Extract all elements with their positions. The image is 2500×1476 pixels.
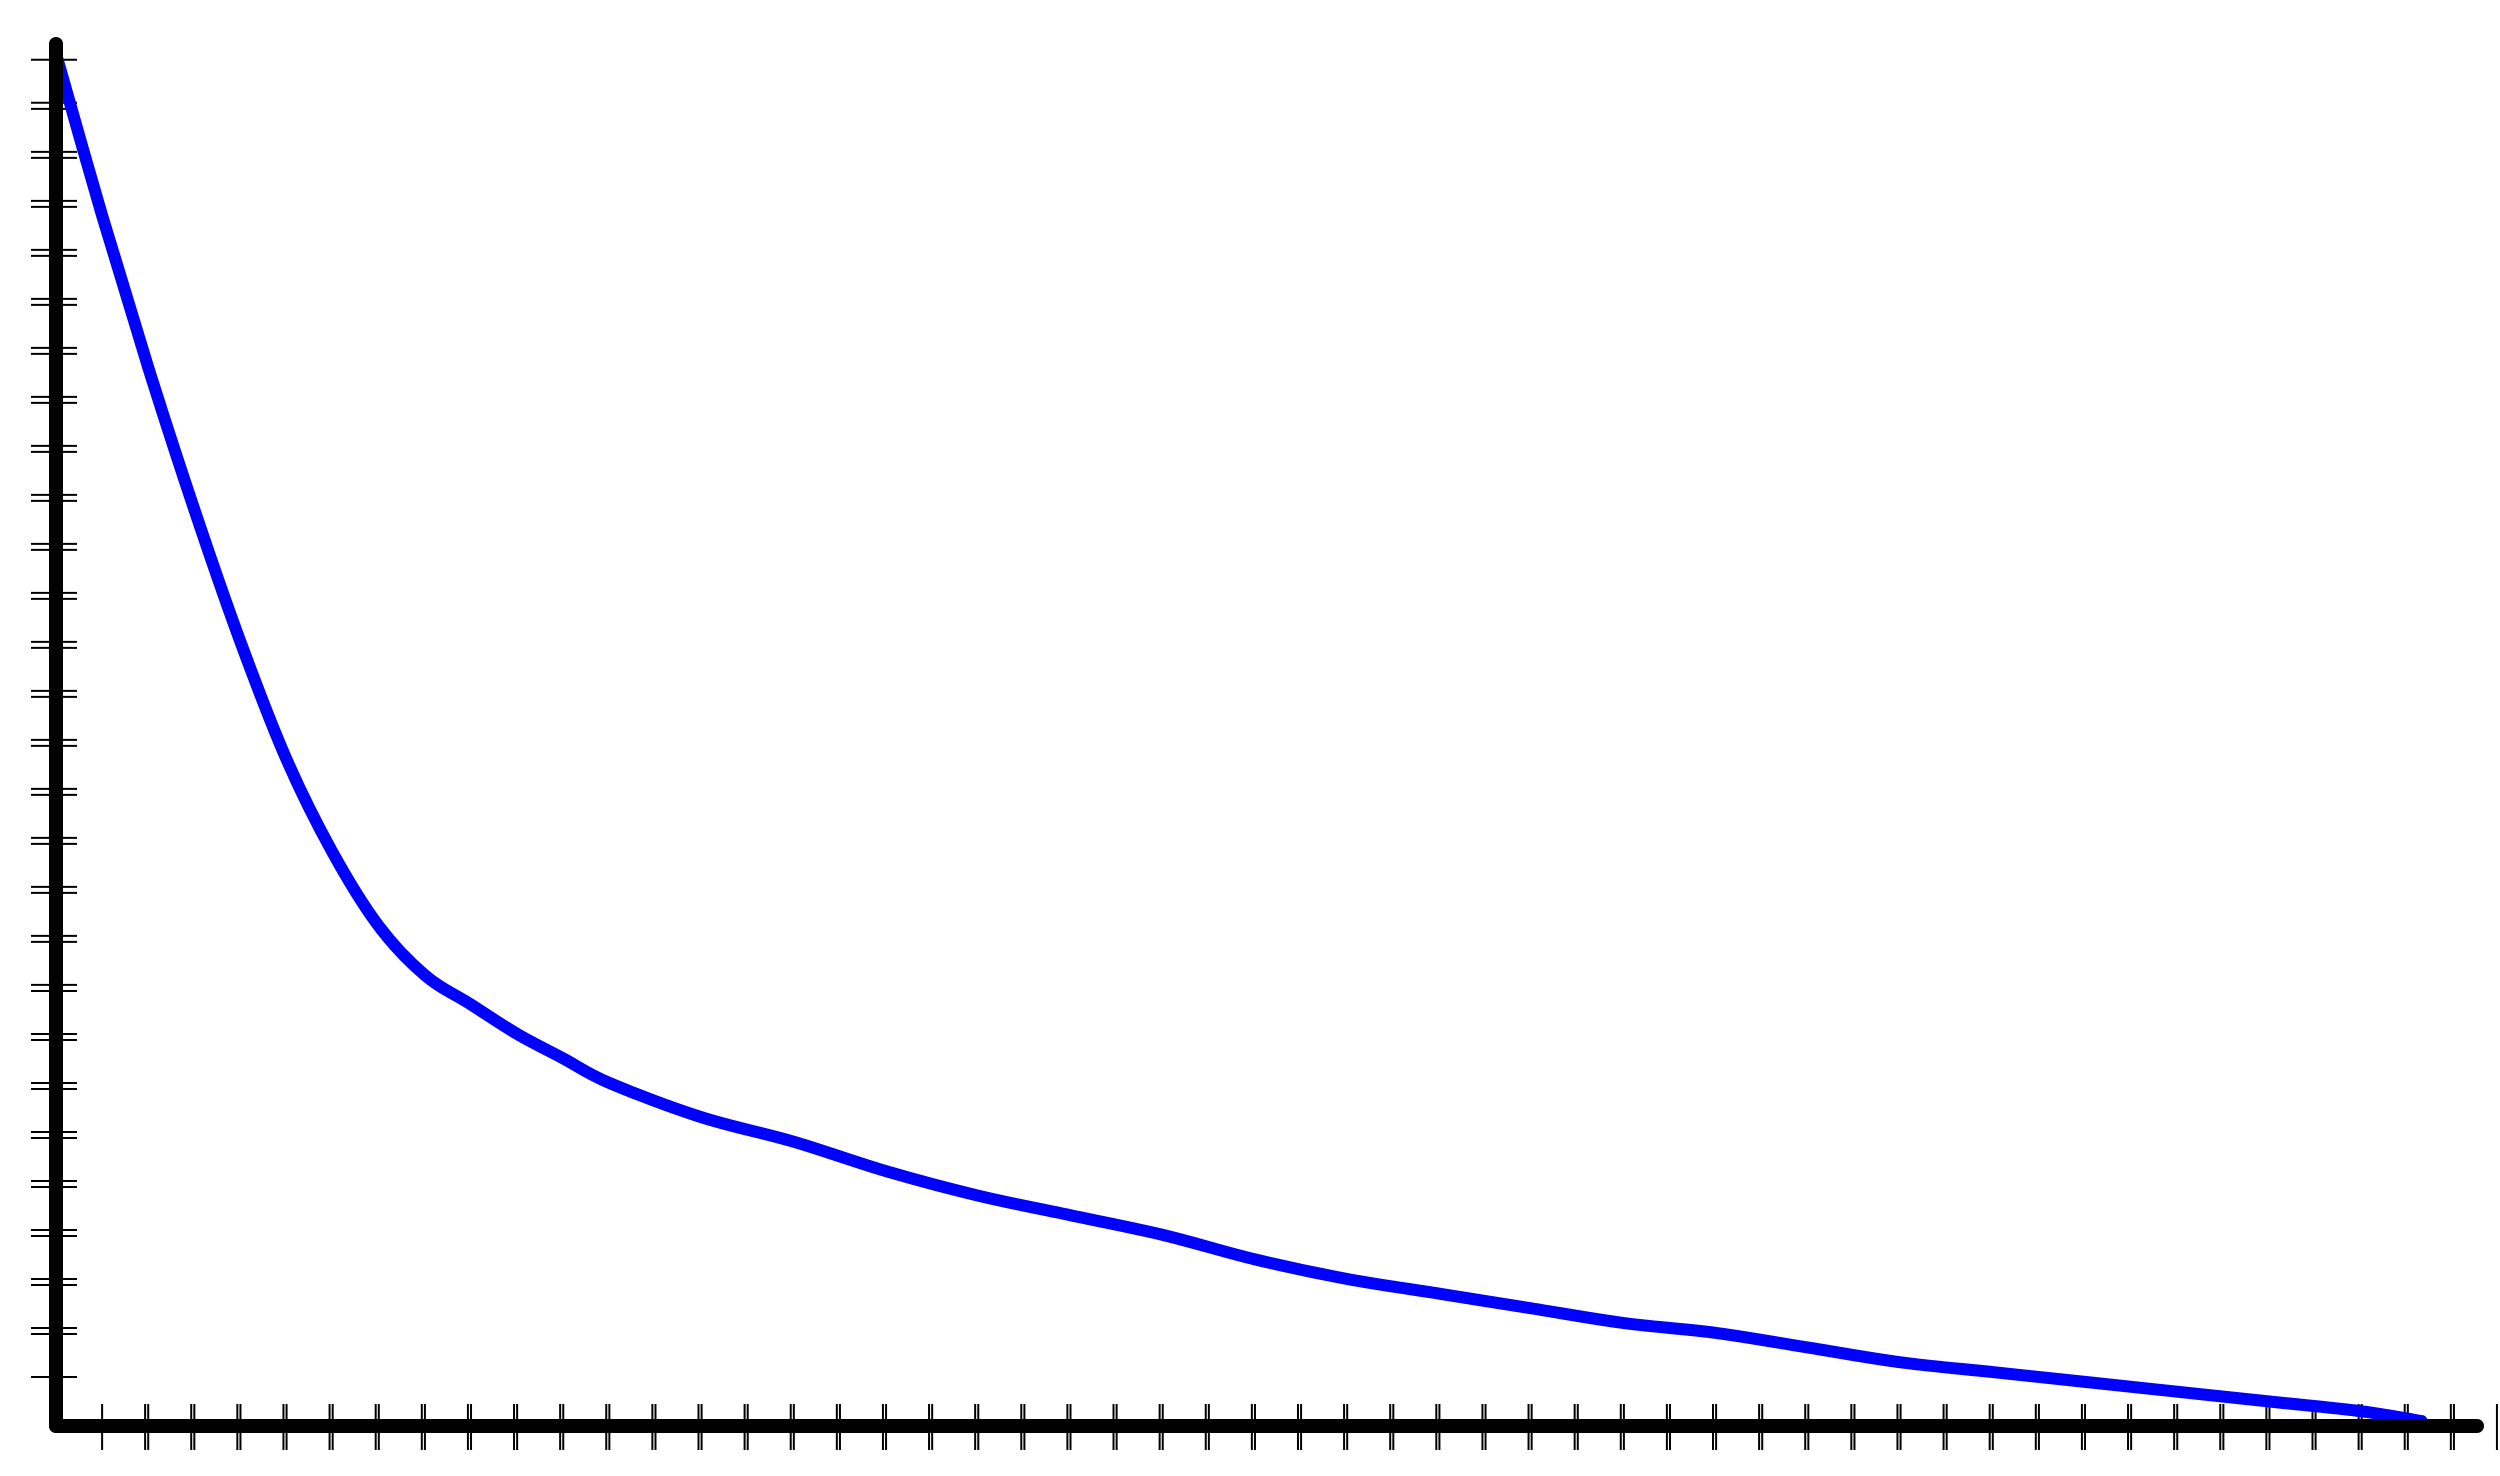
series-line-0: [50, 47, 2428, 1428]
series-layer: [50, 47, 2428, 1428]
